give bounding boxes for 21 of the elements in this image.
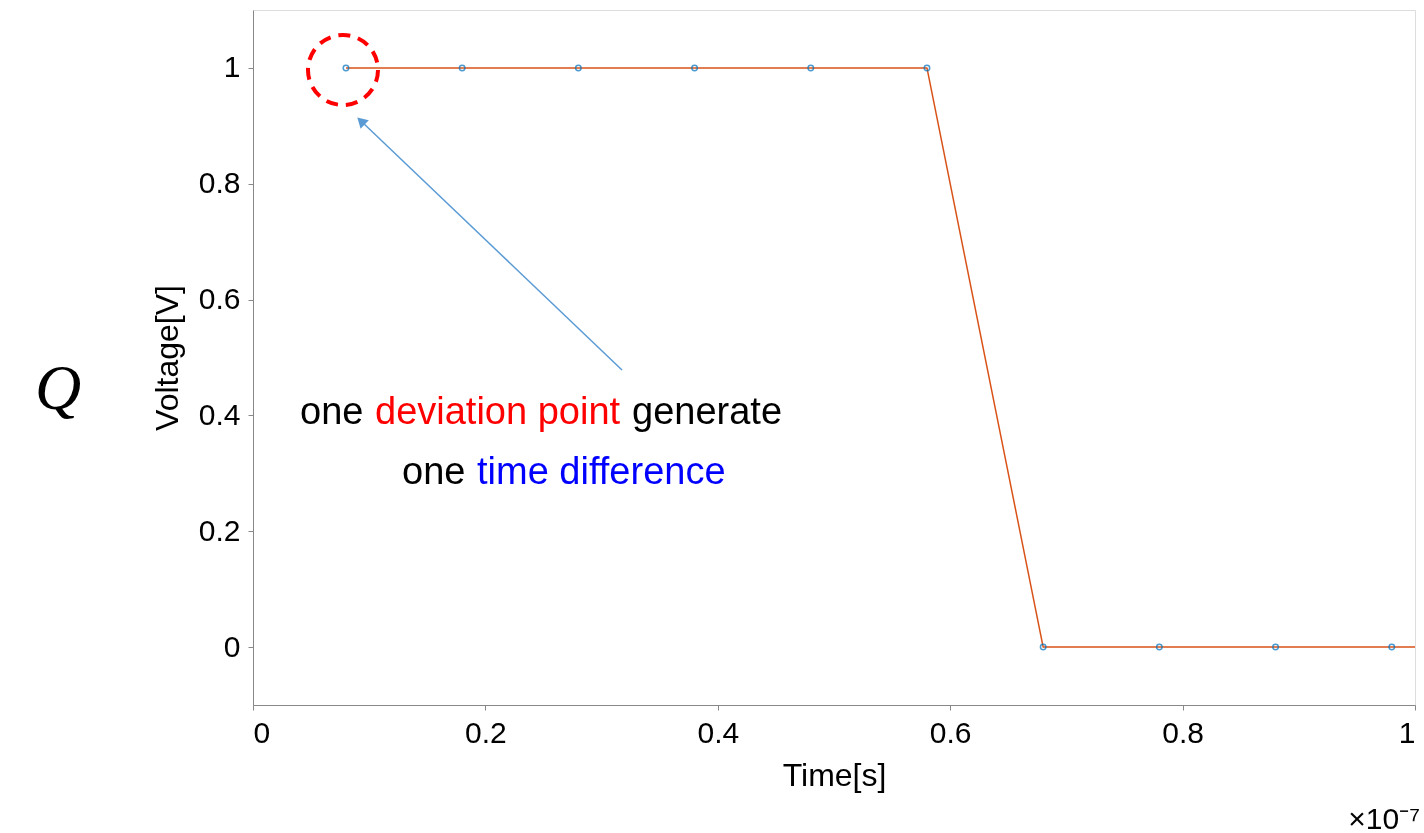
text: ×10⁻⁷ (1348, 802, 1420, 833)
annotation: one (402, 450, 466, 492)
x-tick-label: 0.4 (697, 715, 740, 749)
y-tick-label: 1 (223, 50, 241, 84)
x-axis-title: Time[s] (782, 756, 887, 793)
y-tick-label: 0 (223, 629, 241, 663)
y-axis-title: Voltage[V] (148, 285, 185, 431)
x-tick-label: 0.8 (1162, 715, 1204, 749)
text: Q (35, 352, 82, 423)
annotation: one (300, 390, 364, 432)
y-tick-label: 0.2 (198, 513, 241, 547)
x-tick-label: 1 (1398, 715, 1416, 749)
annotation: generate (632, 390, 783, 432)
x-tick-label: 0.6 (929, 715, 972, 749)
y-tick-label: 0.6 (198, 282, 241, 316)
y-tick-label: 0.4 (198, 397, 241, 431)
x-tick-label: 0.2 (465, 715, 507, 749)
annotation: time difference (477, 450, 726, 492)
x-tick-label: 0 (253, 715, 271, 749)
y-tick-label: 0.8 (198, 166, 241, 200)
annotation: deviation point (375, 390, 621, 432)
